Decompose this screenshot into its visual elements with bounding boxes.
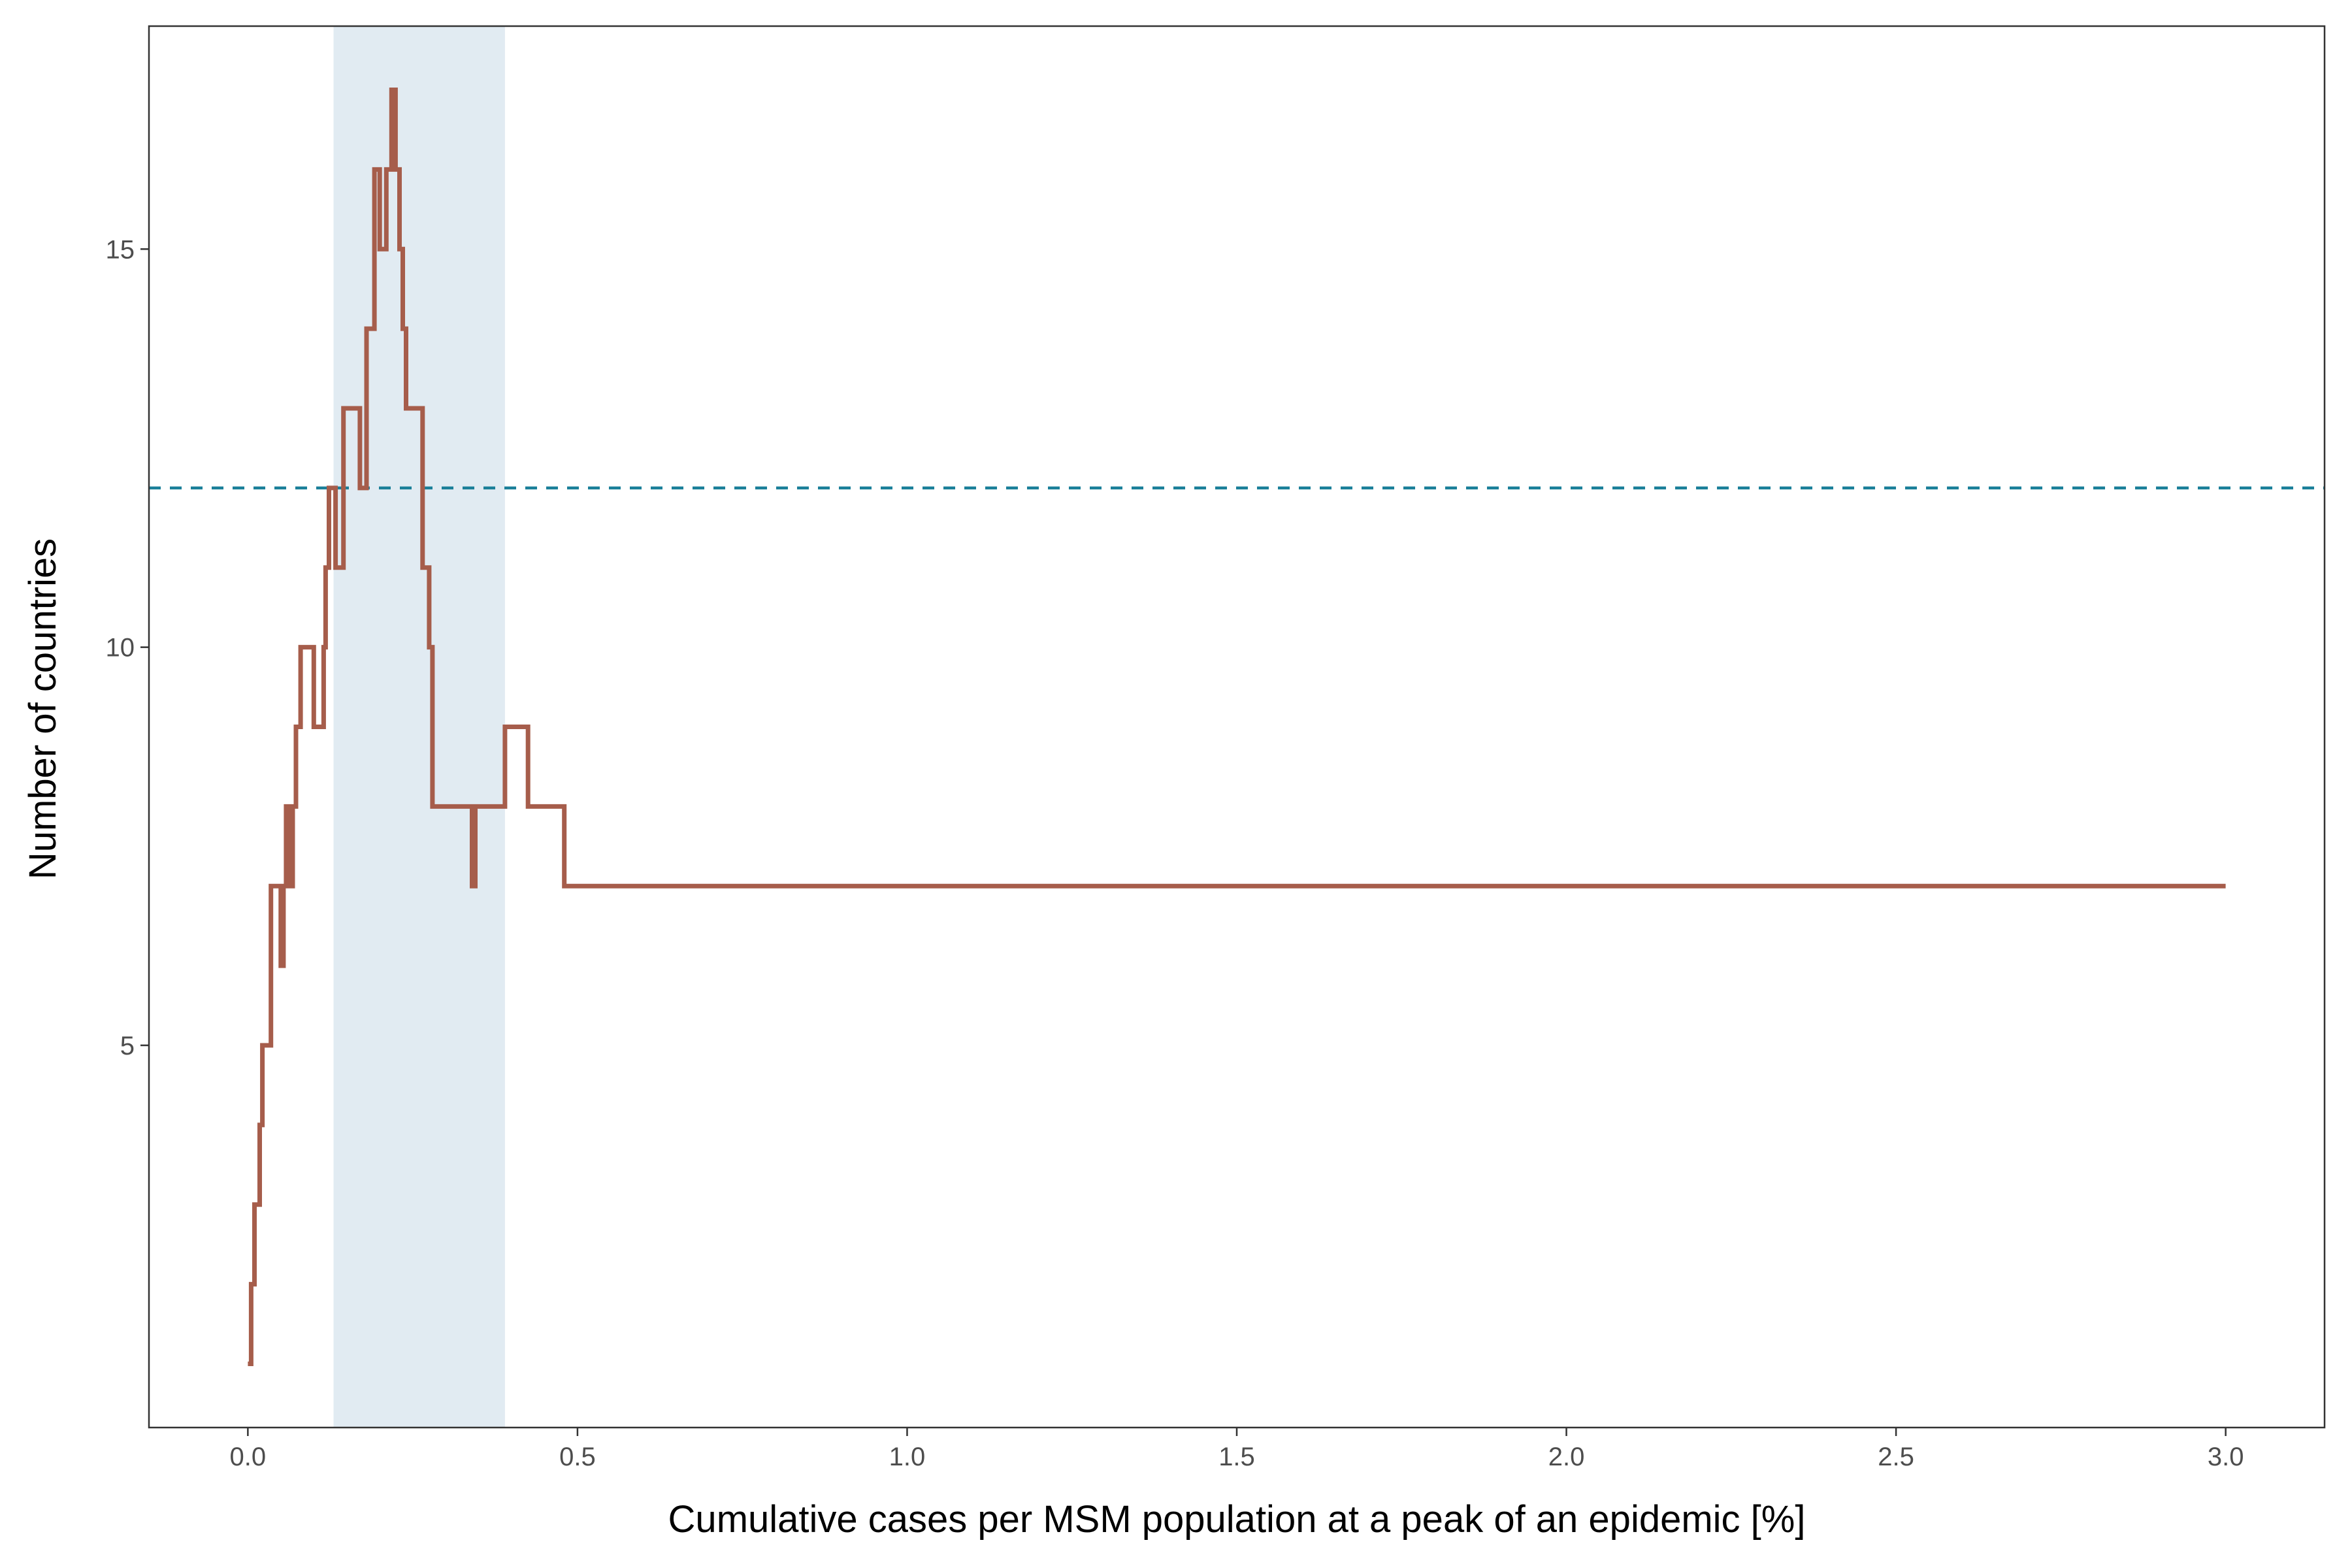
y-tick-label: 10: [106, 634, 135, 662]
series-layer: [248, 88, 2226, 1366]
x-tick-label: 2.5: [1878, 1443, 1914, 1471]
x-tick-label: 1.5: [1218, 1443, 1255, 1471]
x-tick-label: 2.0: [1548, 1443, 1585, 1471]
highlight-band: [333, 26, 505, 1428]
x-tick-label: 3.0: [2208, 1443, 2244, 1471]
x-axis-title: Cumulative cases per MSM population at a…: [668, 1498, 1806, 1541]
y-tick-label: 5: [120, 1032, 135, 1060]
x-tick-label: 1.0: [889, 1443, 926, 1471]
x-axis: 0.0 0.5 1.0 1.5 2.0 2.5 3.0: [230, 1428, 2244, 1471]
y-tick-label: 15: [106, 235, 135, 264]
x-tick-label: 0.0: [230, 1443, 267, 1471]
y-axis: 5 10 15: [106, 235, 149, 1060]
y-axis-title: Number of countries: [22, 538, 64, 879]
highlight-band-layer: [333, 26, 505, 1428]
series-line-1: [248, 88, 2226, 1366]
x-tick-label: 0.5: [559, 1443, 596, 1471]
